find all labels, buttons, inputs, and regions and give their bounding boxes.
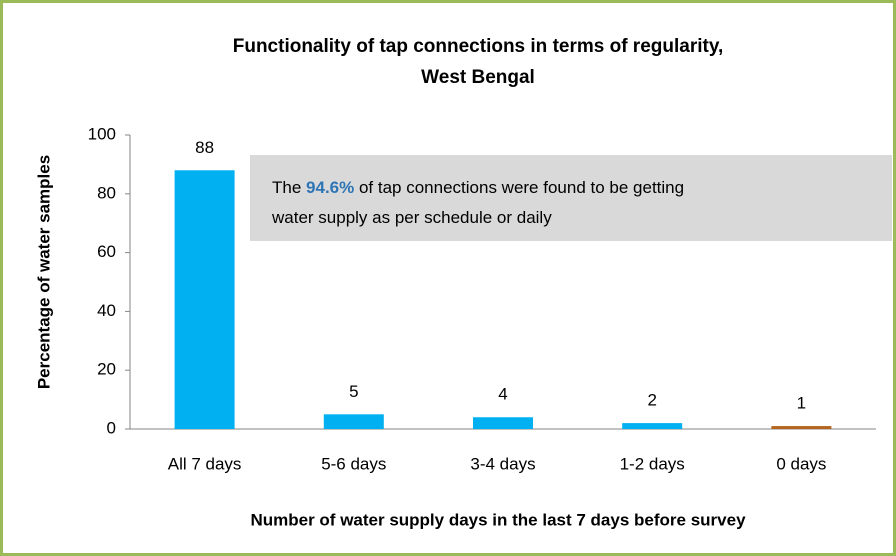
annotation-segment: 94.6% bbox=[306, 178, 354, 197]
annotation: The 94.6% of tap connections were found … bbox=[271, 178, 684, 227]
data-label: 2 bbox=[647, 391, 656, 410]
bar bbox=[174, 170, 235, 429]
y-tick-label: 100 bbox=[88, 124, 116, 143]
y-tick-label: 20 bbox=[97, 360, 116, 379]
x-tick-label: 3-4 days bbox=[470, 454, 535, 473]
annotation-text: The 94.6% of tap connections were found … bbox=[272, 178, 684, 197]
annotation-segment: The bbox=[272, 178, 306, 197]
y-tick-label: 60 bbox=[97, 242, 116, 261]
x-tick-label: All 7 days bbox=[168, 454, 242, 473]
bar bbox=[771, 426, 832, 429]
bar bbox=[473, 417, 533, 429]
bar bbox=[622, 423, 683, 429]
data-label: 1 bbox=[797, 394, 806, 413]
y-tick-label: 80 bbox=[97, 183, 116, 202]
chart-title: Functionality of tap connections in term… bbox=[233, 36, 724, 57]
x-tick-label: 5-6 days bbox=[321, 454, 386, 473]
chart-title: West Bengal bbox=[421, 67, 535, 88]
y-tick-label: 0 bbox=[107, 418, 116, 437]
x-tick-label: 1-2 days bbox=[620, 454, 685, 473]
x-axis-title: Number of water supply days in the last … bbox=[250, 510, 746, 529]
y-tick-label: 40 bbox=[97, 301, 116, 320]
y-axis-title: Percentage of water samples bbox=[34, 155, 53, 389]
bar bbox=[323, 414, 384, 429]
data-label: 88 bbox=[195, 138, 214, 157]
annotation-segment: of tap connections were found to be gett… bbox=[354, 178, 684, 197]
data-label: 5 bbox=[349, 382, 358, 401]
annotation-text: water supply as per schedule or daily bbox=[271, 208, 552, 227]
data-label: 4 bbox=[498, 385, 507, 404]
annotation-segment: water supply as per schedule or daily bbox=[271, 208, 552, 227]
x-tick-label: 0 days bbox=[776, 454, 826, 473]
annotation-box bbox=[250, 155, 892, 241]
